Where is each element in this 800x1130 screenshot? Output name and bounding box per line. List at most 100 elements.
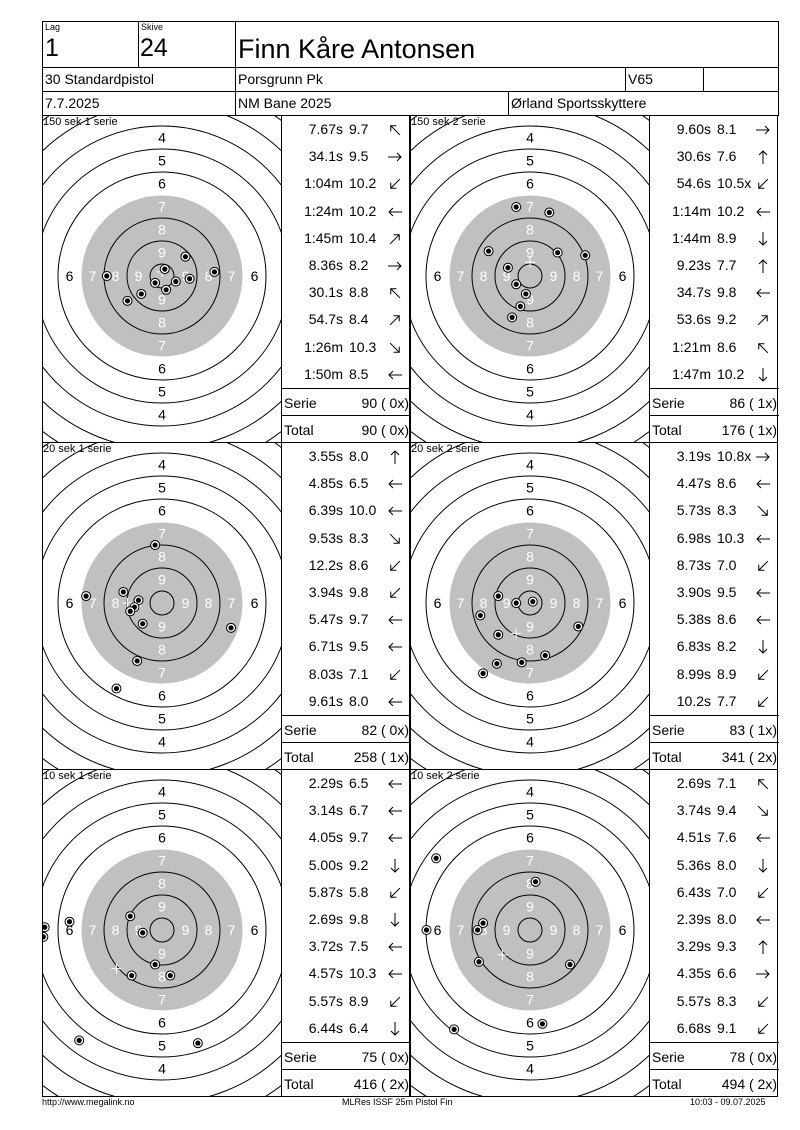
footer-url[interactable]: http://www.megalink.no	[42, 1097, 135, 1107]
total-sum-value: 90 ( 0x)	[361, 422, 409, 438]
shot-time: 4.57s	[308, 965, 343, 982]
ring-label-left: 9	[135, 268, 143, 284]
shot-time: 3.55s	[308, 448, 343, 464]
shot-row: 54.7s 8.4	[282, 306, 411, 333]
ring-9	[494, 894, 566, 966]
arrow-left-icon	[756, 288, 770, 298]
lag-value: 1	[45, 34, 59, 62]
total-sum-value: 494 ( 2x)	[721, 1076, 777, 1092]
ring-label-top: 8	[526, 222, 534, 238]
arrow-down-left-icon	[390, 887, 401, 898]
shot-score: 8.2	[717, 638, 737, 655]
shot-score: 8.0	[717, 911, 737, 927]
ring-7	[448, 194, 612, 358]
serie-sum-label: Serie	[284, 1049, 317, 1065]
ring-label-bottom: 7	[526, 665, 534, 681]
shot-row: 2.39s 8.0	[650, 906, 779, 933]
ring-label-top: 9	[158, 245, 166, 261]
aiming-area	[81, 522, 243, 684]
shot-score: 9.7	[349, 611, 369, 628]
ring-9	[494, 567, 566, 639]
footer-software: MLRes ISSF 25m Pistol Fin	[342, 1097, 453, 1107]
shot-hole-center	[546, 209, 552, 216]
shot-row: 6.68s 9.1	[650, 1015, 779, 1042]
arrow-down-left-icon	[390, 669, 401, 680]
arrow-down-icon	[758, 367, 768, 382]
shot-hole-center	[495, 632, 501, 638]
shot-hole-center	[582, 252, 588, 258]
shot-time: 4.35s	[676, 965, 711, 982]
ring-label-left: 8	[112, 922, 120, 938]
program: 30 Standardpistol	[45, 71, 154, 87]
ring-label-top: 4	[158, 784, 166, 800]
ring-label-top: 4	[526, 130, 534, 146]
group-center-mark	[111, 963, 122, 974]
arrow-down-left-icon	[390, 560, 401, 571]
shot-hole-center	[575, 623, 581, 630]
total-sum: Total 416 ( 2x)	[282, 1069, 411, 1097]
shot-score: 9.5	[349, 148, 369, 165]
shot-score: 10.0	[349, 502, 377, 519]
shot-time: 5.36s	[676, 856, 711, 873]
header-row2-line	[42, 91, 779, 92]
arrow-down-right-icon	[389, 533, 400, 544]
ring-label-left: 8	[480, 595, 488, 611]
shot-row: 1:50m 8.5	[282, 361, 411, 388]
shot-score: 6.4	[349, 1019, 369, 1036]
shot-row: 5.57s 8.9	[282, 988, 411, 1015]
arrow-left-icon	[756, 615, 770, 625]
arrow-down-left-icon	[758, 669, 769, 680]
header-row1-line	[42, 67, 779, 68]
shot-score: 10.3	[717, 529, 745, 546]
ring-label-bottom: 6	[526, 688, 534, 704]
ring-label-right: 7	[228, 922, 236, 938]
ring-label-right: 9	[550, 268, 558, 284]
shot-list: 9.60s 8.1 30.6s 7.6 54.6s 10.5x 1:14m 10.2 1:44m…	[649, 116, 779, 442]
ring-label-bottom: 4	[526, 407, 534, 423]
shot-row: 4.35s 6.6	[650, 960, 779, 987]
shot-score: 6.5	[349, 475, 369, 492]
shot-score: 6.7	[349, 802, 369, 819]
shot-score: 7.7	[717, 692, 737, 709]
ring-10	[517, 917, 543, 943]
shot-row: 12.2s 8.6	[282, 552, 411, 579]
shot-row: 54.6s 10.5x	[650, 170, 779, 197]
shot-score: 8.4	[349, 311, 369, 328]
shot-time: 9.61s	[308, 692, 343, 709]
ring-label-right: 6	[619, 268, 627, 284]
shot-hole-center	[523, 291, 529, 297]
shot-row: 5.73s 8.3	[650, 497, 779, 524]
shot-row: 9.61s 8.0	[282, 688, 411, 715]
arrow-down-icon	[390, 858, 400, 873]
shot-hole-center	[542, 652, 548, 659]
arrow-down-icon	[758, 640, 768, 655]
ring-label-left: 9	[503, 268, 511, 284]
shot-time: 5.47s	[308, 611, 343, 628]
arrow-down-left-icon	[758, 179, 769, 190]
shot-row: 5.36s 8.0	[650, 852, 779, 879]
shot-row: 34.1s 9.5	[282, 143, 411, 170]
shot-row: 1:47m 10.2	[650, 361, 779, 388]
shot-hole-center	[187, 276, 193, 282]
ring-label-top: 9	[526, 245, 534, 261]
shot-score: 10.3	[349, 338, 377, 355]
shot-time: 2.69s	[676, 775, 711, 791]
shot-row: 4.85s 6.5	[282, 470, 411, 497]
shot-row: 6.71s 9.5	[282, 633, 411, 660]
series-block: 10 sek 1 serie 4 4 5 5 6 6 6 6 7 7 7 7 8 8 8 8 9 9 9 9 2.29s 6…	[42, 770, 411, 1097]
ring-label-right: 8	[573, 595, 581, 611]
total-sum-label: Total	[652, 1076, 682, 1092]
series-label: 150 sek 2 serie	[411, 116, 486, 128]
shot-row: 3.29s 9.3	[650, 933, 779, 960]
ring-label-right: 7	[596, 595, 604, 611]
shot-time: 53.6s	[676, 311, 711, 328]
shot-hole-center	[476, 959, 482, 965]
skive-value: 24	[140, 34, 168, 62]
aiming-area	[449, 195, 611, 357]
arrow-up-icon	[758, 259, 768, 273]
shot-row: 1:24m 10.2	[282, 198, 411, 225]
shot-hole-center	[539, 1021, 546, 1027]
ring-label-left: 6	[66, 595, 74, 611]
shot-score: 10.2	[349, 175, 377, 192]
